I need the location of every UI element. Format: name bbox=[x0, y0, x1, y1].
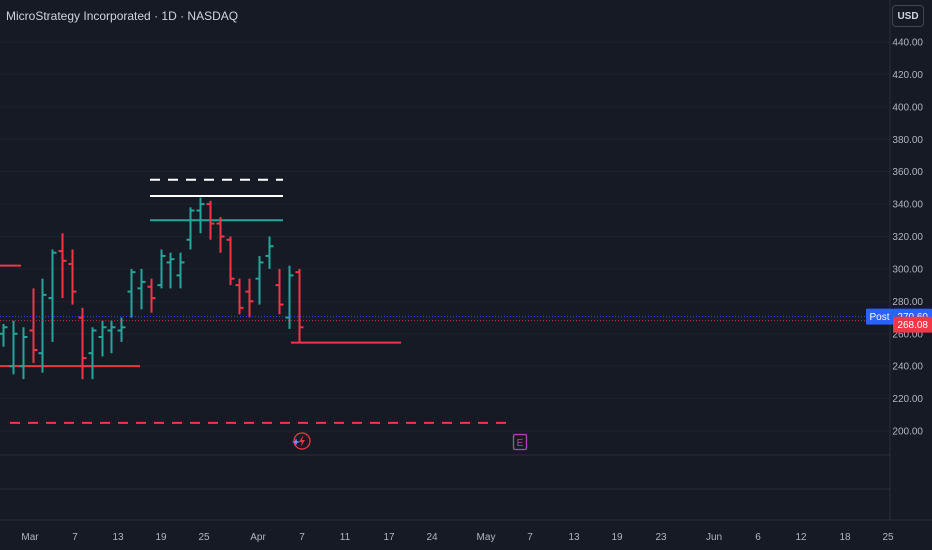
time-tick-label: Apr bbox=[250, 532, 266, 543]
time-tick-label: 7 bbox=[72, 532, 78, 543]
earnings-icon[interactable]: E bbox=[512, 433, 528, 451]
time-tick-label: 24 bbox=[426, 532, 438, 543]
time-tick-label: 6 bbox=[755, 532, 761, 543]
price-tick-label: 340.00 bbox=[892, 200, 923, 211]
ohlc-bar bbox=[275, 268, 284, 315]
ohlc-bar bbox=[285, 265, 294, 329]
ohlc-bar bbox=[216, 217, 225, 253]
ohlc-bar bbox=[0, 324, 8, 347]
time-tick-label: Jun bbox=[706, 532, 722, 543]
time-tick-label: 7 bbox=[527, 532, 533, 543]
price-badges: Post270.60268.08 bbox=[0, 308, 932, 333]
time-tick-label: 13 bbox=[568, 532, 580, 543]
time-tick-label: 7 bbox=[299, 532, 305, 543]
time-tick-label: 12 bbox=[795, 532, 807, 543]
time-tick-label: 17 bbox=[383, 532, 395, 543]
ohlc-bar bbox=[29, 288, 38, 363]
ohlc-bar bbox=[157, 249, 166, 289]
ohlc-bar bbox=[19, 327, 28, 380]
ohlc-bar bbox=[117, 317, 126, 342]
price-tick-label: 320.00 bbox=[892, 232, 923, 243]
last-price-badge bbox=[893, 316, 932, 333]
ohlc-bar bbox=[48, 249, 57, 342]
post-badge bbox=[866, 308, 893, 325]
time-tick-label: 25 bbox=[198, 532, 210, 543]
ohlc-bars bbox=[0, 197, 304, 380]
ohlc-bar bbox=[186, 207, 195, 250]
ohlc-bar bbox=[88, 327, 97, 380]
price-tick-label: 200.00 bbox=[892, 427, 923, 438]
time-tick-label: 11 bbox=[340, 532, 351, 543]
time-axis[interactable]: Mar 7 13 19 25 Apr 7 11 17 24 May 7 13 19 23 Jun 6 12 18 25 bbox=[21, 532, 894, 543]
ohlc-bar bbox=[196, 197, 205, 234]
chart-title: MicroStrategy Incorporated · 1D · NASDAQ bbox=[6, 9, 239, 23]
time-tick-label: 23 bbox=[655, 532, 667, 543]
ohlc-bar bbox=[255, 255, 264, 305]
ohlc-bar bbox=[9, 320, 18, 375]
last-price-label: 268.08 bbox=[897, 320, 928, 331]
price-axis[interactable]: 440.00 420.00 400.00 380.00 360.00 340.00 320.… bbox=[892, 38, 923, 438]
time-tick-label: 13 bbox=[112, 532, 124, 543]
time-tick-label: 18 bbox=[839, 532, 851, 543]
ohlc-bar bbox=[78, 307, 87, 380]
time-tick-label: 25 bbox=[882, 532, 894, 543]
earnings-box bbox=[512, 433, 528, 451]
price-tick-label: 440.00 bbox=[892, 38, 923, 49]
price-tick-label: 360.00 bbox=[892, 167, 923, 178]
ohlc-bar bbox=[127, 268, 136, 318]
time-tick-label: Mar bbox=[21, 532, 39, 543]
price-tick-label: 220.00 bbox=[892, 394, 923, 405]
lightning-bolt bbox=[299, 435, 305, 447]
ohlc-bar bbox=[107, 320, 116, 354]
grid bbox=[0, 0, 932, 521]
lightning-circle bbox=[293, 432, 311, 450]
ohlc-bar bbox=[98, 320, 107, 357]
price-tick-label: 420.00 bbox=[892, 70, 923, 81]
ohlc-bar bbox=[226, 236, 235, 286]
price-tick-label: 240.00 bbox=[892, 362, 923, 373]
sparkle-icon bbox=[292, 438, 300, 446]
ohlc-bar bbox=[265, 236, 274, 269]
earnings-label: E bbox=[517, 438, 524, 449]
price-tick-label: 400.00 bbox=[892, 102, 923, 113]
ohlc-bar bbox=[68, 249, 77, 305]
price-tick-label: 260.00 bbox=[892, 329, 923, 340]
price-tick-label: 300.00 bbox=[892, 264, 923, 275]
ohlc-bar bbox=[295, 268, 304, 344]
post-label: Post bbox=[869, 312, 889, 323]
ohlc-bar bbox=[206, 200, 215, 240]
ohlc-bar bbox=[58, 233, 67, 299]
ohlc-bar bbox=[147, 278, 156, 313]
event-markers[interactable]: E bbox=[292, 432, 528, 451]
lightning-icon[interactable] bbox=[292, 432, 311, 450]
ohlc-bar bbox=[176, 252, 185, 289]
ohlc-bar bbox=[38, 278, 47, 373]
price-tick-label: 280.00 bbox=[892, 297, 923, 308]
currency-button[interactable]: USD bbox=[892, 5, 924, 27]
time-tick-label: May bbox=[477, 532, 496, 543]
price-tick-label: 380.00 bbox=[892, 135, 923, 146]
time-tick-label: 19 bbox=[611, 532, 623, 543]
ohlc-bar bbox=[166, 252, 175, 289]
time-tick-label: 19 bbox=[155, 532, 167, 543]
ohlc-bar bbox=[245, 278, 254, 318]
ohlc-bar bbox=[137, 268, 146, 310]
ohlc-bar bbox=[235, 278, 244, 315]
